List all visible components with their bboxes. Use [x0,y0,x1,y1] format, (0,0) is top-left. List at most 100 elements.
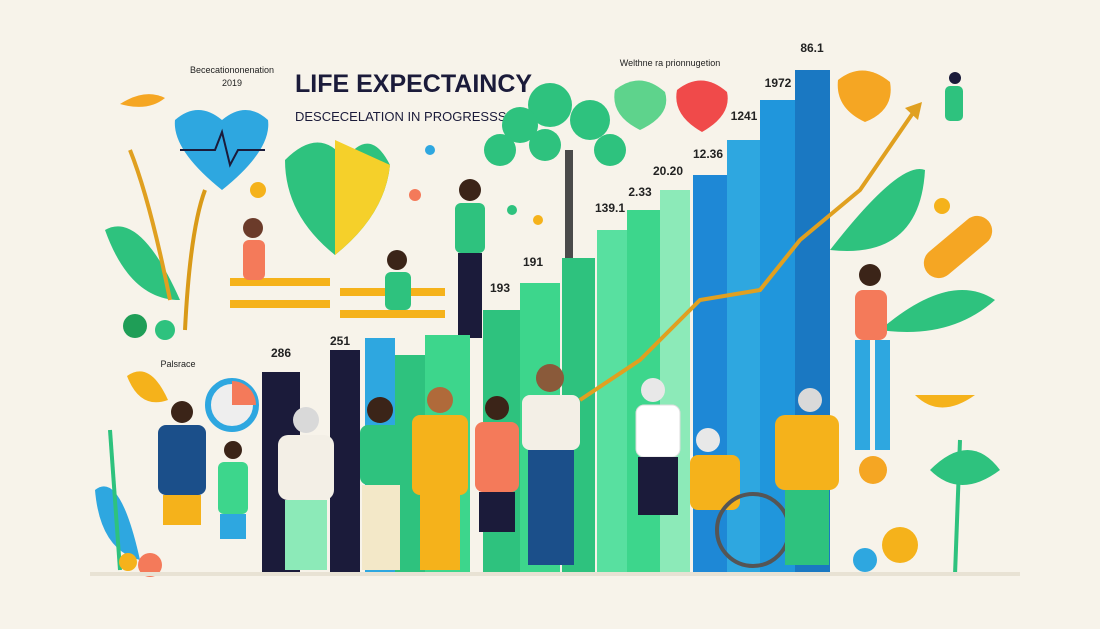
decor-right-shape [830,169,925,251]
decor-right-shape [923,215,993,279]
title: LIFE EXPECTAINCY [295,70,532,98]
decor-left-shape [127,371,168,403]
bench-scene-shape [533,215,543,225]
decor-left-shape [250,182,266,198]
people-shape [171,401,193,423]
decor-right [614,70,1000,576]
people-shape [479,492,515,532]
bench-scene-shape [507,205,517,215]
tree [484,83,626,260]
people-shape [412,415,468,495]
decor-right-shape [614,80,667,130]
trend-arrow [905,102,922,120]
decor-right-shape [945,86,963,121]
people-shape [362,485,400,570]
bars-shape [660,190,690,575]
bench-scene-shape [230,300,330,308]
people-shape [785,490,829,565]
decor-right-shape [930,450,1000,485]
people-shape [420,495,460,570]
bar-label: 1241 [731,109,758,123]
trend-line [578,108,917,402]
bench-scene-shape [243,218,263,238]
decor-left [95,94,390,577]
people-shape [218,462,248,514]
bench-scene [230,145,543,338]
bar-label: 139.1 [595,201,625,215]
decor-left-shape [335,140,390,255]
side-label: Palsrace [160,359,195,369]
people-shape [641,378,665,402]
note-year: 2019 [222,78,242,88]
people [90,364,1020,576]
decor-right-shape [855,340,870,450]
decor-right-shape [859,456,887,484]
people-shape [635,404,681,458]
tree-shape [529,129,561,161]
bar-label: 193 [490,281,510,295]
decor-left-shape [138,553,162,577]
people-shape [798,388,822,412]
people-shape [158,425,206,495]
people-shape [475,422,519,492]
bench-scene-shape [425,145,435,155]
decor-left-shape [155,320,175,340]
bars-shape [330,350,360,575]
people-shape [522,395,580,450]
tree-shape [565,150,573,260]
people-shape [690,455,740,510]
decor-right-shape [880,290,995,332]
decor-right-shape [934,198,950,214]
decor-left-shape [232,381,256,405]
decor-left-shape [105,226,180,300]
tree-shape [528,83,572,127]
bench-scene-shape [387,250,407,270]
people-shape [278,435,334,500]
people-shape [224,441,242,459]
note: Bececationonenation [190,65,274,75]
bars-shape [597,230,627,575]
bench-scene-shape [385,272,411,310]
bar-label: 286 [271,346,291,360]
people-shape [536,364,564,392]
bar-label: 2.33 [628,185,652,199]
bench-scene-shape [459,179,481,201]
decor-left-shape [108,429,122,571]
decor-left-shape [120,94,165,107]
bench-scene-shape [230,278,330,286]
bar-label: 191 [523,255,543,269]
bench-scene-shape [340,310,445,318]
decor-right-shape [859,264,881,286]
decor-left-shape [180,128,265,168]
top-right-label: Welthne ra prionnugetion [620,58,720,68]
decor-right-shape [837,70,891,122]
people-shape [220,514,246,539]
people-shape [293,407,319,433]
people-shape [285,500,327,570]
bar-label: 20.20 [653,164,683,178]
people-shape [775,415,839,490]
decor-right-shape [915,395,975,408]
decor-left-shape [119,553,137,571]
decor-right-shape [853,548,877,572]
tree-shape [570,100,610,140]
bench-scene-shape [458,253,482,338]
people-shape [485,396,509,420]
bar-label: 86.1 [800,41,824,55]
people-shape [528,450,574,565]
people-shape [638,457,678,515]
people-shape [163,495,201,525]
people-shape [696,428,720,452]
decor-right-shape [676,80,728,132]
tree-shape [484,134,516,166]
people-shape [427,387,453,413]
decor-left-shape [183,189,207,331]
bar-label: 1972 [765,76,792,90]
bench-scene-shape [409,189,421,201]
decor-left-shape [174,110,269,190]
tree-shape [594,134,626,166]
decor-left-shape [128,149,172,301]
